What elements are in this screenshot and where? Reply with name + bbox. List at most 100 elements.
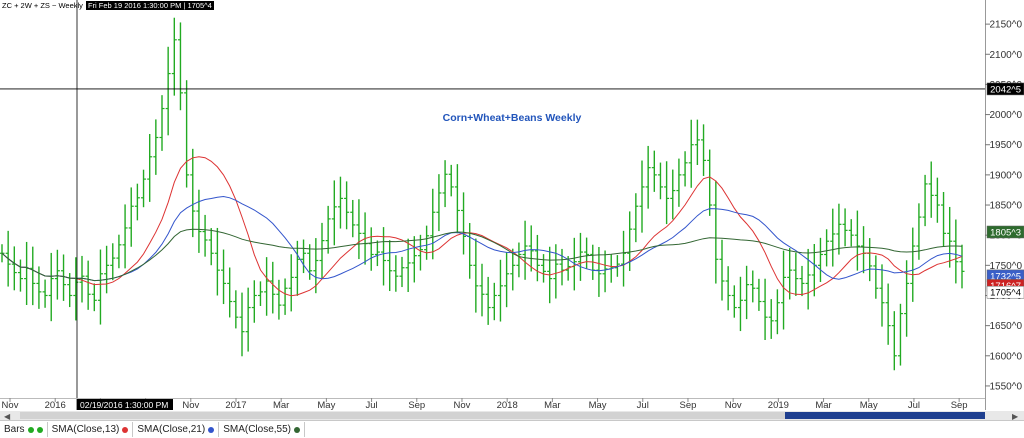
ohlc-bar	[196, 189, 202, 253]
symbol-label: ZC + 2W + ZS ~ Weekly	[2, 1, 83, 10]
x-tick-label: May	[317, 400, 335, 411]
ohlc-bar	[491, 282, 497, 321]
ohlc-bar	[793, 252, 799, 296]
ohlc-bar	[393, 255, 399, 292]
ohlc-bar	[245, 287, 251, 352]
legend-sma-21[interactable]: SMA(Close,21)	[133, 422, 220, 437]
price-tag-box	[986, 225, 1024, 239]
ohlc-bar	[707, 149, 713, 216]
ohlc-bar	[891, 311, 897, 371]
y-tick-label: 1900^0	[990, 170, 1023, 181]
ohlc-bar	[731, 285, 737, 318]
legend-sma-13-label: SMA(Close,13)	[51, 424, 120, 435]
ohlc-bar	[399, 256, 405, 288]
ohlc-bar	[165, 46, 171, 136]
ohlc-bar	[319, 222, 325, 279]
ohlc-bar	[910, 227, 916, 302]
x-tick-label: Mar	[815, 400, 831, 411]
scrollbar-track	[20, 412, 985, 419]
ohlc-bar	[430, 188, 436, 260]
ohlc-bar	[301, 239, 307, 274]
ohlc-bar	[202, 214, 208, 257]
ohlc-bar	[516, 242, 522, 278]
sma-55-line	[1, 228, 963, 282]
y-tick-label: 2150^0	[990, 20, 1023, 31]
legend-sma-55[interactable]: SMA(Close,55)	[219, 422, 305, 437]
ohlc-bar	[67, 273, 73, 308]
chart-title: Corn+Wheat+Beans Weekly	[443, 112, 582, 124]
x-tick-label: Nov	[454, 400, 471, 411]
ohlc-bar	[239, 292, 245, 357]
red-dot-icon	[122, 426, 129, 433]
ohlc-bar	[928, 161, 934, 218]
ohlc-bar	[664, 161, 670, 225]
legend-sma-55-label: SMA(Close,55)	[223, 424, 291, 435]
y-tick-label: 1750^0	[990, 261, 1023, 272]
ohlc-bar	[916, 203, 922, 260]
ohlc-bar	[947, 206, 953, 268]
ohlc-bar	[79, 255, 85, 303]
legend-sma-21-label: SMA(Close,21)	[137, 424, 206, 435]
ohlc-bar	[48, 252, 54, 322]
ohlc-bar	[337, 176, 343, 229]
scroll-right-icon[interactable]: ▶	[1012, 412, 1019, 420]
ohlc-bar	[448, 164, 454, 197]
ohlc-bar	[725, 266, 731, 311]
x-tick-label: Mar	[273, 400, 289, 411]
price-tag-label: 1732^5	[990, 271, 1021, 282]
y-tick-label: 1600^0	[990, 351, 1023, 362]
dark-green-dot-icon	[294, 426, 300, 433]
price-chart[interactable]: Corn+Wheat+Beans Weekly 2150^02100^02050…	[0, 0, 1024, 420]
ohlc-bar	[541, 254, 547, 283]
ohlc-bar	[122, 204, 128, 269]
ohlc-bar	[885, 283, 891, 345]
legend-bars-label: Bars	[4, 424, 25, 435]
ohlc-bar	[177, 22, 183, 111]
ohlc-bar	[602, 250, 608, 293]
price-tag-label: 2042^5	[990, 84, 1021, 95]
ohlc-bar	[11, 246, 17, 291]
ohlc-bar	[534, 234, 540, 282]
ohlc-bar	[91, 283, 97, 312]
study-legend-bar: Bars SMA(Close,13) SMA(Close,21) SMA(Clo…	[0, 420, 1024, 438]
ohlc-bar	[904, 260, 910, 337]
price-tag: 2042^5	[986, 82, 1024, 95]
scrollbar-thumb[interactable]	[785, 412, 985, 419]
legend-sma-13[interactable]: SMA(Close,13)	[48, 422, 134, 437]
ohlc-bar	[824, 229, 830, 267]
ohlc-bar	[879, 264, 885, 327]
chart-background	[0, 0, 1024, 420]
x-tick-label: Jul	[908, 400, 920, 411]
crosshair-date-text: 02/19/2016 1:30:00 PM	[80, 400, 168, 410]
ohlc-bar	[424, 225, 430, 260]
x-tick-label: 2016	[45, 400, 66, 411]
ohlc-bar	[934, 177, 940, 223]
sma-13-line	[1, 156, 963, 297]
x-tick-label: Sep	[951, 400, 968, 411]
ohlc-bar	[227, 267, 233, 318]
ohlc-bar	[621, 230, 627, 287]
x-tick-label: 2017	[225, 400, 246, 411]
ohlc-bar	[762, 278, 768, 340]
ohlc-bar	[313, 238, 319, 294]
ohlc-bar	[17, 259, 23, 292]
ohlc-bar	[344, 181, 350, 230]
legend-bars[interactable]: Bars	[0, 422, 48, 437]
ohlc-bar	[645, 145, 651, 209]
ohlc-bar	[781, 250, 787, 330]
ohlc-bar	[750, 270, 756, 303]
ohlc-bar	[768, 299, 774, 339]
price-tag-box	[986, 285, 1024, 299]
ohlc-bar	[953, 219, 959, 284]
y-tick-label: 1950^0	[990, 140, 1023, 151]
ohlc-bar	[787, 248, 793, 300]
scroll-left-icon[interactable]: ◀	[4, 412, 11, 420]
ohlc-bar	[848, 219, 854, 247]
ohlc-bar	[676, 158, 682, 207]
price-tag-label: 1705^4	[990, 288, 1021, 299]
ohlc-bar	[959, 244, 965, 289]
bar-info-label: Fri Feb 19 2016 1:30:00 PM | 1705^4	[85, 1, 214, 10]
ohlc-bar	[42, 279, 48, 308]
x-tick-label: Jul	[637, 400, 649, 411]
ohlc-bar	[842, 208, 848, 247]
